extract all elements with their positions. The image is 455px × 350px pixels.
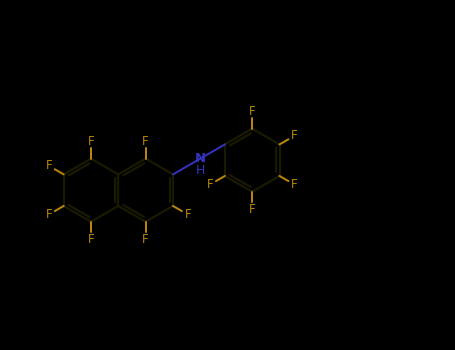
Text: F: F	[46, 159, 52, 172]
Text: F: F	[142, 232, 149, 245]
Text: F: F	[249, 203, 256, 216]
Text: F: F	[249, 105, 256, 118]
Text: F: F	[88, 232, 94, 245]
Text: F: F	[46, 208, 52, 221]
Text: F: F	[142, 135, 149, 148]
Text: F: F	[291, 129, 298, 142]
Text: F: F	[185, 208, 191, 221]
Text: F: F	[88, 135, 94, 148]
Text: H: H	[196, 163, 205, 176]
Text: F: F	[291, 178, 298, 191]
Text: F: F	[207, 178, 213, 191]
Text: N: N	[195, 152, 206, 165]
